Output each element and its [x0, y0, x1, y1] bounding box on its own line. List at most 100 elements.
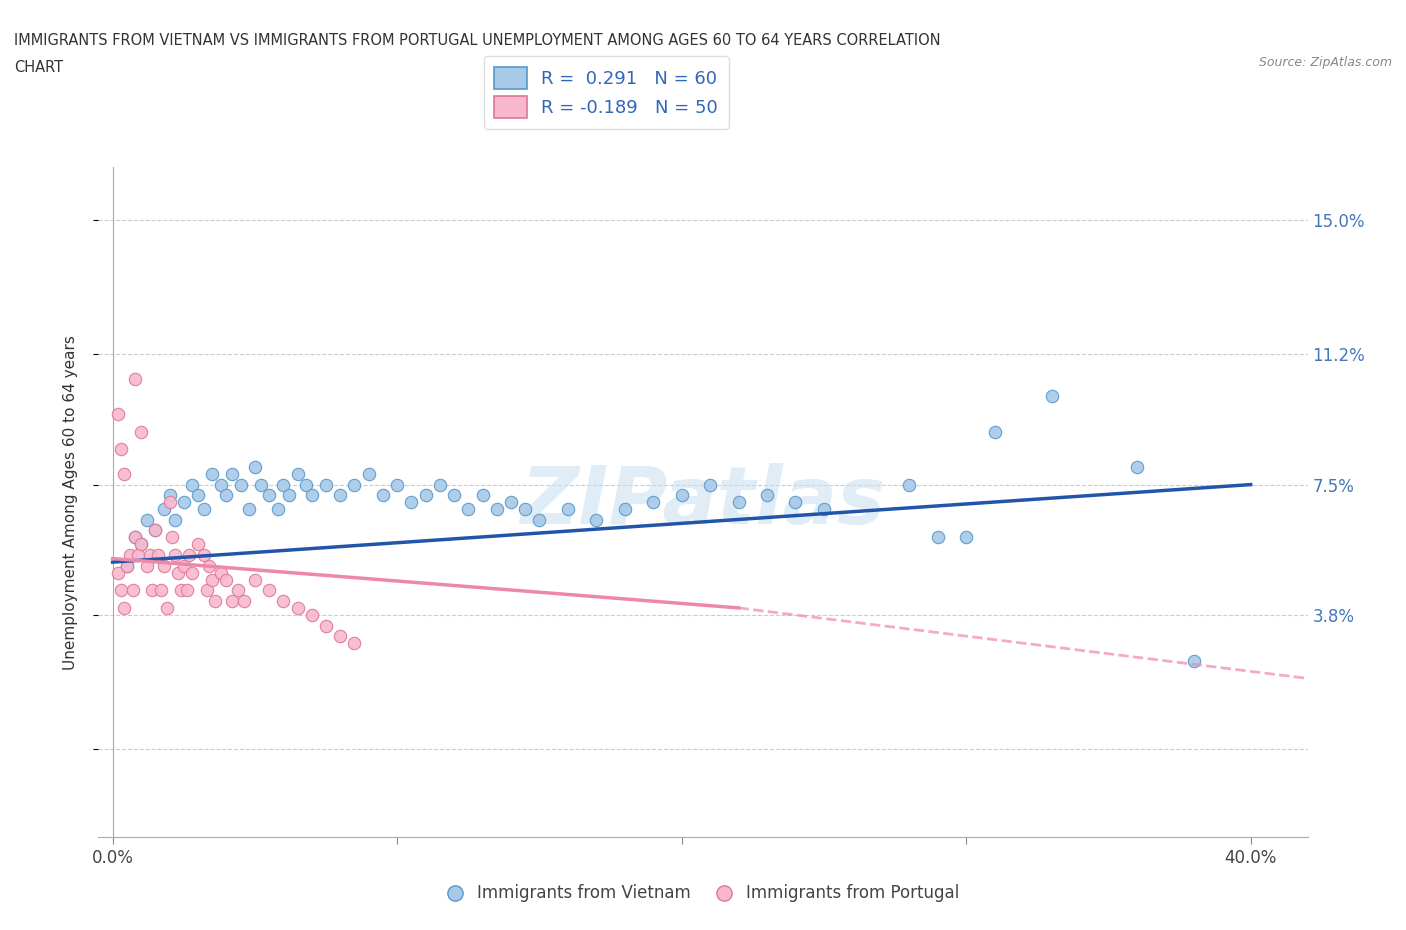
Point [159, 487, 181, 502]
Point [162, 530, 184, 545]
Point [129, 424, 152, 439]
Point [385, 477, 408, 492]
Point [515, 502, 537, 517]
Point [927, 530, 949, 545]
Point [257, 583, 280, 598]
Point [329, 629, 352, 644]
Point [167, 565, 190, 580]
Point [238, 502, 260, 517]
Point [118, 548, 141, 563]
Point [727, 495, 749, 510]
Point [371, 487, 394, 502]
Point [110, 442, 132, 457]
Point [159, 495, 181, 510]
Point [457, 502, 479, 517]
Point [671, 487, 693, 502]
Point [129, 537, 152, 551]
Point [329, 487, 352, 502]
Point [124, 530, 146, 545]
Y-axis label: Unemployment Among Ages 60 to 64 years: Unemployment Among Ages 60 to 64 years [63, 335, 77, 670]
Point [266, 502, 288, 517]
Point [173, 495, 195, 510]
Point [193, 502, 215, 517]
Point [273, 477, 295, 492]
Point [129, 537, 152, 551]
Point [173, 558, 195, 573]
Point [699, 477, 721, 492]
Text: IMMIGRANTS FROM VIETNAM VS IMMIGRANTS FROM PORTUGAL UNEMPLOYMENT AMONG AGES 60 T: IMMIGRANTS FROM VIETNAM VS IMMIGRANTS FR… [14, 33, 941, 47]
Point [429, 477, 451, 492]
Point [485, 502, 508, 517]
Point [955, 530, 977, 545]
Point [229, 477, 252, 492]
Point [124, 530, 146, 545]
Text: ZIPatlas: ZIPatlas [520, 463, 886, 541]
Point [243, 572, 266, 587]
Point [273, 593, 295, 608]
Point [443, 487, 465, 502]
Point [112, 467, 135, 482]
Point [107, 565, 129, 580]
Point [221, 593, 243, 608]
Text: Source: ZipAtlas.com: Source: ZipAtlas.com [1258, 56, 1392, 69]
Point [301, 607, 323, 622]
Point [146, 548, 169, 563]
Point [287, 601, 309, 616]
Point [343, 477, 366, 492]
Point [138, 548, 160, 563]
Point [557, 502, 579, 517]
Point [110, 583, 132, 598]
Point [165, 548, 187, 563]
Point [193, 548, 215, 563]
Point [315, 618, 337, 633]
Point [301, 487, 323, 502]
Point [121, 583, 143, 598]
Point [243, 459, 266, 474]
Point [249, 477, 271, 492]
Point [181, 477, 204, 492]
Point [165, 512, 187, 527]
Point [170, 583, 193, 598]
Point [198, 558, 221, 573]
Point [195, 583, 218, 598]
Point [295, 477, 318, 492]
Point [187, 487, 209, 502]
Point [643, 495, 665, 510]
Point [135, 558, 157, 573]
Point [529, 512, 551, 527]
Point [141, 583, 163, 598]
Point [201, 572, 224, 587]
Point [357, 467, 380, 482]
Point [135, 512, 157, 527]
Point [176, 583, 198, 598]
Point [343, 636, 366, 651]
Point [143, 523, 166, 538]
Point [107, 406, 129, 421]
Point [232, 593, 254, 608]
Point [499, 495, 522, 510]
Point [181, 565, 204, 580]
Point [785, 495, 807, 510]
Point [315, 477, 337, 492]
Point [150, 583, 173, 598]
Point [756, 487, 779, 502]
Point [415, 487, 437, 502]
Point [287, 467, 309, 482]
Point [153, 558, 176, 573]
Point [983, 424, 1005, 439]
Point [115, 558, 138, 573]
Point [215, 487, 238, 502]
Point [156, 601, 179, 616]
Point [153, 502, 176, 517]
Point [1126, 459, 1149, 474]
Point [204, 593, 226, 608]
Point [898, 477, 921, 492]
Point [1182, 654, 1205, 669]
Point [112, 601, 135, 616]
Point [226, 583, 249, 598]
Point [585, 512, 607, 527]
Legend: Immigrants from Vietnam, Immigrants from Portugal: Immigrants from Vietnam, Immigrants from… [440, 878, 966, 909]
Text: CHART: CHART [14, 60, 63, 75]
Point [115, 558, 138, 573]
Point [471, 487, 494, 502]
